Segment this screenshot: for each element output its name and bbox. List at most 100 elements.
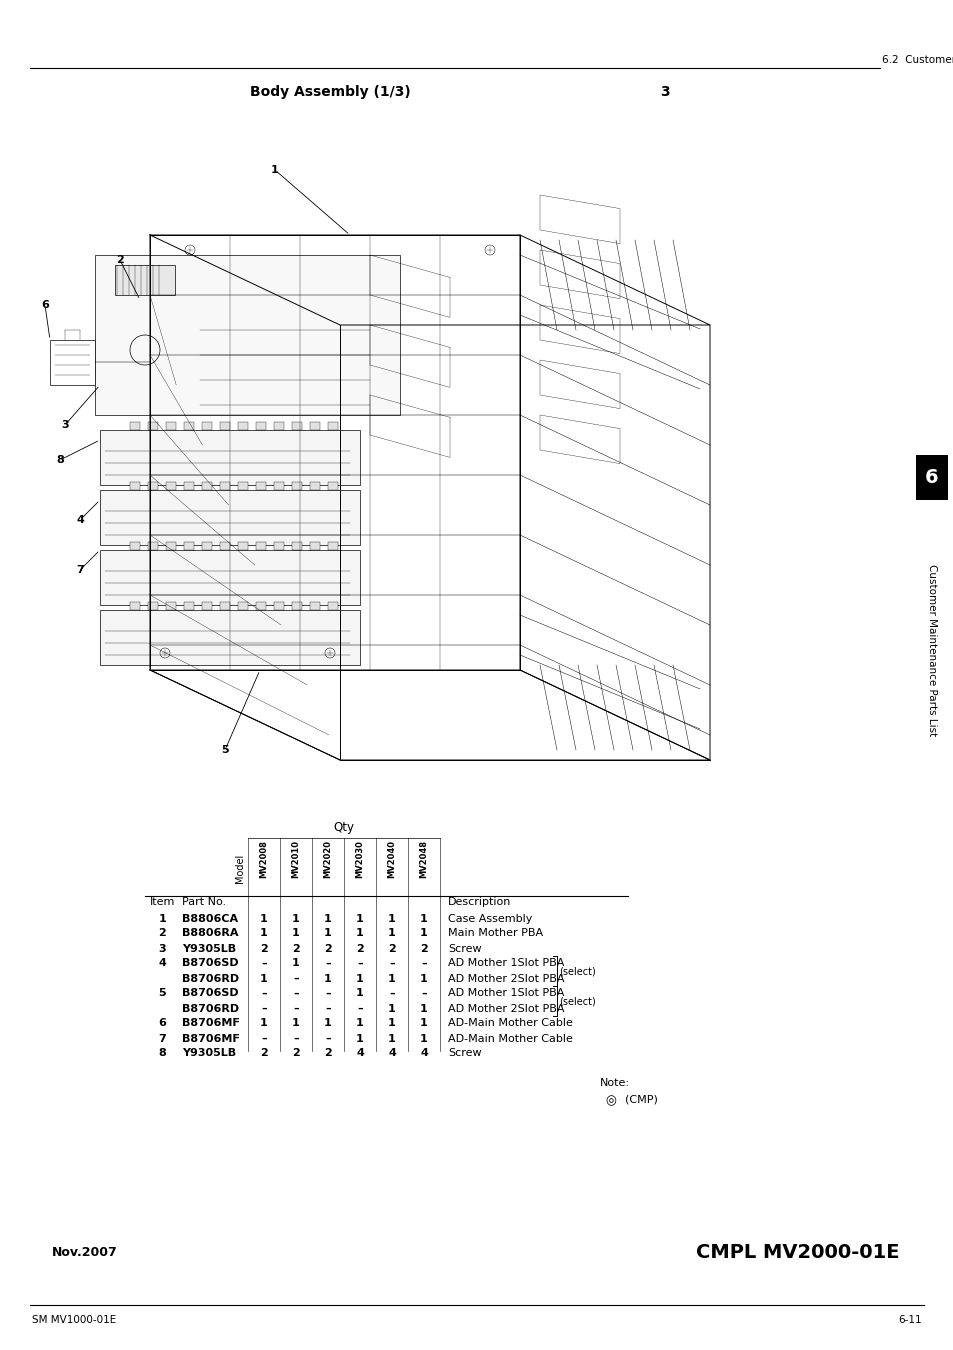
Bar xyxy=(915,455,947,500)
Text: 1: 1 xyxy=(419,1003,428,1014)
Text: Y9305LB: Y9305LB xyxy=(182,944,236,953)
Text: –: – xyxy=(389,988,395,999)
Text: 3: 3 xyxy=(659,85,669,99)
Text: –: – xyxy=(261,1003,267,1014)
Text: –: – xyxy=(356,958,362,968)
Text: Nov.2007: Nov.2007 xyxy=(52,1246,117,1260)
Text: 1: 1 xyxy=(324,1018,332,1029)
Bar xyxy=(130,541,140,549)
Text: 4: 4 xyxy=(355,1049,363,1058)
Text: Item: Item xyxy=(150,896,175,907)
Bar xyxy=(166,423,175,431)
Text: 1: 1 xyxy=(260,914,268,923)
Text: 1: 1 xyxy=(388,1034,395,1044)
Text: 1: 1 xyxy=(419,1034,428,1044)
Bar xyxy=(220,541,230,549)
Text: 1: 1 xyxy=(419,973,428,984)
Text: 1: 1 xyxy=(419,1018,428,1029)
Bar xyxy=(100,490,359,545)
Text: 3: 3 xyxy=(158,944,166,953)
Bar xyxy=(202,541,212,549)
Text: 6: 6 xyxy=(158,1018,166,1029)
Text: Customer Maintenance Parts List: Customer Maintenance Parts List xyxy=(926,564,936,736)
Text: SM MV1000-01E: SM MV1000-01E xyxy=(32,1315,116,1324)
Text: 5: 5 xyxy=(158,988,166,999)
Text: 2: 2 xyxy=(324,1049,332,1058)
Text: –: – xyxy=(356,1003,362,1014)
Text: MV2010: MV2010 xyxy=(292,840,300,878)
Bar xyxy=(328,541,337,549)
Bar xyxy=(115,265,174,296)
Text: 2: 2 xyxy=(260,944,268,953)
Text: 7: 7 xyxy=(158,1034,166,1044)
Bar xyxy=(255,482,266,490)
Text: B8706MF: B8706MF xyxy=(182,1034,239,1044)
Text: 1: 1 xyxy=(388,973,395,984)
Bar xyxy=(130,602,140,610)
Text: 1: 1 xyxy=(292,958,299,968)
Text: 7: 7 xyxy=(76,566,84,575)
Text: –: – xyxy=(420,988,426,999)
Text: –: – xyxy=(325,1034,331,1044)
Text: 1: 1 xyxy=(419,929,428,938)
Text: –: – xyxy=(293,1034,298,1044)
Text: 3: 3 xyxy=(61,420,69,431)
Bar xyxy=(310,602,319,610)
Bar xyxy=(328,602,337,610)
Bar xyxy=(274,482,284,490)
Text: 1: 1 xyxy=(260,973,268,984)
Bar xyxy=(237,541,248,549)
Text: B8706RD: B8706RD xyxy=(182,973,239,984)
Text: B8706RD: B8706RD xyxy=(182,1003,239,1014)
Text: 8: 8 xyxy=(56,455,64,464)
Text: Qty: Qty xyxy=(334,821,355,834)
Text: Screw: Screw xyxy=(448,944,481,953)
Text: (CMP): (CMP) xyxy=(624,1095,658,1104)
Bar xyxy=(130,423,140,431)
Text: 2: 2 xyxy=(419,944,428,953)
Bar xyxy=(95,255,399,414)
Text: –: – xyxy=(325,988,331,999)
Bar xyxy=(202,423,212,431)
Bar xyxy=(292,602,302,610)
Text: –: – xyxy=(293,988,298,999)
Text: 1: 1 xyxy=(292,929,299,938)
Bar xyxy=(220,423,230,431)
Bar xyxy=(202,482,212,490)
Text: 1: 1 xyxy=(355,929,363,938)
Text: 6-11: 6-11 xyxy=(898,1315,921,1324)
Text: 1: 1 xyxy=(419,914,428,923)
Bar xyxy=(184,602,193,610)
Bar xyxy=(292,541,302,549)
Text: 1: 1 xyxy=(260,1018,268,1029)
Text: B8706MF: B8706MF xyxy=(182,1018,239,1029)
Bar xyxy=(274,602,284,610)
Text: 4: 4 xyxy=(76,514,84,525)
Text: 6: 6 xyxy=(924,468,938,487)
Bar xyxy=(310,482,319,490)
Text: 1: 1 xyxy=(388,929,395,938)
Text: 5: 5 xyxy=(221,745,229,755)
Bar xyxy=(100,431,359,485)
Text: –: – xyxy=(293,973,298,984)
Text: 1: 1 xyxy=(292,914,299,923)
Bar xyxy=(148,482,158,490)
Bar xyxy=(292,482,302,490)
Text: Screw: Screw xyxy=(448,1049,481,1058)
Text: 8: 8 xyxy=(158,1049,166,1058)
Text: 4: 4 xyxy=(158,958,166,968)
Text: Main Mother PBA: Main Mother PBA xyxy=(448,929,542,938)
Text: AD Mother 2Slot PBA: AD Mother 2Slot PBA xyxy=(448,1003,564,1014)
Text: (select): (select) xyxy=(558,967,595,976)
Text: 4: 4 xyxy=(419,1049,428,1058)
Text: B8806RA: B8806RA xyxy=(182,929,238,938)
Text: 1: 1 xyxy=(388,1003,395,1014)
Text: B8706SD: B8706SD xyxy=(182,988,238,999)
Bar xyxy=(237,602,248,610)
Text: AD-Main Mother Cable: AD-Main Mother Cable xyxy=(448,1034,572,1044)
Text: Note:: Note: xyxy=(599,1079,629,1088)
Text: Model: Model xyxy=(234,853,245,883)
Text: 1: 1 xyxy=(388,914,395,923)
Text: MV2048: MV2048 xyxy=(419,840,428,878)
Bar xyxy=(166,482,175,490)
